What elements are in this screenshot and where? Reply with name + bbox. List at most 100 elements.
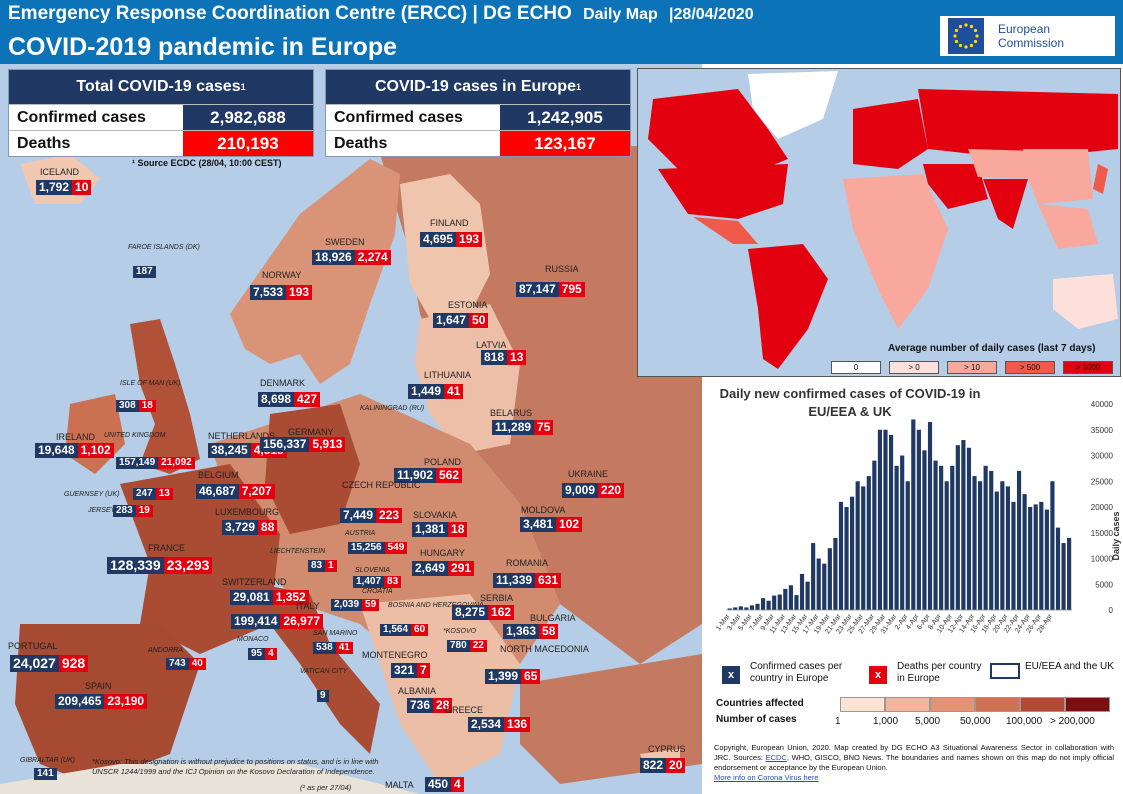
bar <box>833 537 838 610</box>
country-counts-isle-of-man-uk: 308 18 <box>116 400 156 412</box>
country-counts-andorra: 743 40 <box>166 658 206 670</box>
total-cases-title: Total COVID-19 cases 1 <box>9 70 313 104</box>
y-tick-label: 10000 <box>1091 555 1114 564</box>
confirmed-count: 15,256 <box>348 542 385 554</box>
confirmed-count: 1,399 <box>485 669 522 684</box>
as-per-note: (² as per 27/04) <box>300 783 352 792</box>
ecdc-link[interactable]: ECDC <box>765 753 787 762</box>
bar <box>905 481 910 610</box>
eu-flag-star <box>958 43 963 48</box>
total-confirmed-row: Confirmed cases 2,982,688 <box>9 104 313 130</box>
deaths-count: 193 <box>456 232 483 247</box>
total-deaths-label: Deaths <box>17 134 71 152</box>
world-legend-bin: > 500 <box>1005 361 1055 374</box>
confirmed-count: 8,275 <box>452 605 489 620</box>
more-info-link[interactable]: More info on Corona Virus here <box>714 773 819 782</box>
bar <box>916 429 921 610</box>
country-counts-france: 128,339 23,293 <box>107 557 213 574</box>
eu-flag-star <box>953 34 957 38</box>
country-name-north-macedonia: NORTH MACEDONIA <box>500 644 589 654</box>
country-name-france: FRANCE <box>148 543 186 553</box>
bar <box>788 585 793 610</box>
deaths-count: 50 <box>469 313 489 328</box>
bar <box>1011 501 1016 610</box>
total-title-sup: 1 <box>240 82 246 92</box>
country-counts-italy: 199,414 26,977 <box>231 614 324 629</box>
confirmed-count: 743 <box>166 658 189 670</box>
confirmed-count: 1,564 <box>380 624 412 636</box>
bar <box>983 465 988 610</box>
bar <box>900 455 905 610</box>
deaths-count: 1 <box>325 560 337 572</box>
eu-legend-icon <box>990 663 1020 679</box>
deaths-count: 1,352 <box>272 590 309 605</box>
country-name-luxembourg: LUXEMBOURG <box>215 507 280 517</box>
bar <box>888 434 894 610</box>
bar <box>866 476 871 610</box>
bar <box>894 465 899 610</box>
deaths-count: 427 <box>294 392 321 407</box>
deaths-count: 21,092 <box>158 457 195 469</box>
bar <box>811 543 816 610</box>
bar <box>1044 509 1049 610</box>
bar <box>1061 543 1066 610</box>
deaths-count: 4 <box>451 777 464 792</box>
europe-title-sup: 1 <box>575 82 581 92</box>
country-name-albania: ALBANIA <box>398 686 437 696</box>
country-counts-poland: 11,902 562 <box>394 468 463 483</box>
eu-flag-star <box>973 39 978 44</box>
confirmed-count: 156,337 <box>260 437 310 452</box>
deaths-count: 40 <box>188 658 206 670</box>
country-name-vatican-city: VATICAN CITY <box>300 668 348 675</box>
country-name-united-kingdom: UNITED KINGDOM <box>104 432 166 439</box>
bar <box>838 501 844 610</box>
country-name-faroe-islands-dk: FAROE ISLANDS (DK) <box>128 244 200 251</box>
deaths-count: 223 <box>376 508 403 523</box>
scale-swatch <box>1065 697 1110 712</box>
confirmed-count: 157,149 <box>116 457 159 469</box>
confirmed-count: 18,926 <box>312 250 355 265</box>
confirmed-count: 2,039 <box>331 599 363 611</box>
country-name-poland: POLAND <box>424 457 462 467</box>
confirmed-count: 818 <box>481 350 508 365</box>
country-name-belarus: BELARUS <box>490 408 533 418</box>
country-counts-iceland: 1,792 10 <box>36 180 92 195</box>
deaths-count: 59 <box>362 599 380 611</box>
country-name-isle-of-man-uk: ISLE OF MAN (UK) <box>120 380 181 387</box>
scale-label: > 200,000 <box>1050 716 1095 727</box>
country-name-switzerland: SWITZERLAND <box>222 577 287 587</box>
world-legend-bin: 0 <box>831 361 881 374</box>
deaths-legend-label: Deaths per country in Europe <box>897 661 982 684</box>
total-deaths-row: Deaths 210,193 <box>9 130 313 156</box>
country-name-malta: MALTA <box>385 780 414 790</box>
confirmed-count: 1,647 <box>433 313 470 328</box>
bar <box>1016 470 1022 610</box>
deaths-legend-icon: x <box>869 666 887 684</box>
confirmed-count: 3,729 <box>222 520 259 535</box>
country-name-gibraltar-uk: GIBRALTAR (UK) <box>20 757 75 764</box>
bar <box>1050 481 1055 610</box>
europe-confirmed-row: Confirmed cases 1,242,905 <box>326 104 630 130</box>
confirmed-count: 11,339 <box>493 573 536 588</box>
country-counts-portugal: 24,027 928 <box>10 655 89 672</box>
deaths-count: 20 <box>666 758 686 773</box>
bar <box>911 419 916 610</box>
bar <box>1000 481 1005 610</box>
country-counts-austria: 15,256 549 <box>348 542 408 554</box>
country-name-ireland: IRELAND <box>56 432 96 442</box>
total-cases-panel: Total COVID-19 cases 1 Confirmed cases 2,… <box>8 69 314 157</box>
country-name-portugal: PORTUGAL <box>8 641 58 651</box>
deaths-count: 18 <box>448 522 468 537</box>
bar <box>794 595 799 610</box>
deaths-count: 795 <box>558 282 585 297</box>
country-name-kaliningrad-ru: KALININGRAD (RU) <box>360 405 425 412</box>
country-counts-united-kingdom: 157,149 21,092 <box>116 457 195 469</box>
deaths-count: 28 <box>433 698 453 713</box>
confirmed-count: 247 <box>133 488 156 500</box>
deaths-count: 41 <box>335 642 353 654</box>
y-tick-label: 30000 <box>1091 452 1114 461</box>
confirmed-count: 321 <box>391 663 418 678</box>
y-tick-label: 40000 <box>1091 400 1114 409</box>
country-counts-slovenia: 1,407 83 <box>353 576 402 588</box>
